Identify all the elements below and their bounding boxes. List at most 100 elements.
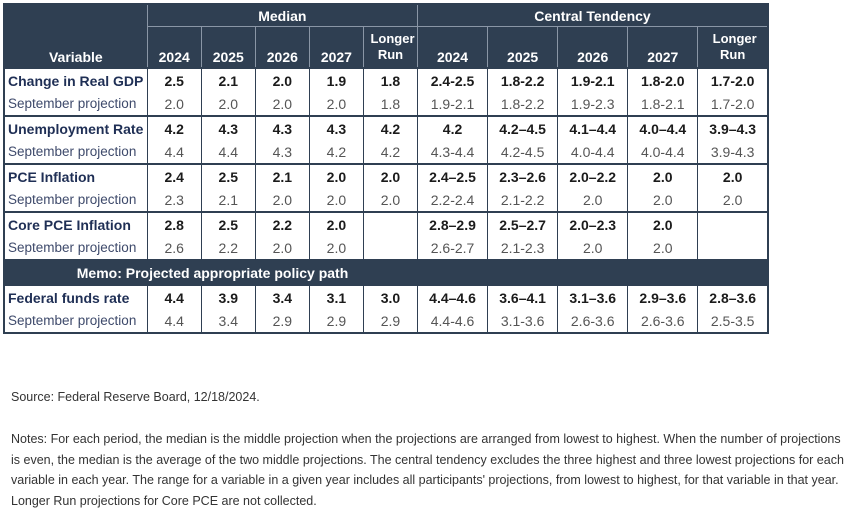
median-value-cell: 2.0 [255,92,310,116]
median-value-cell: 4.2 [363,115,419,140]
central-tendency-cell: 2.3–2.6 [487,163,559,188]
central-tendency-cell: 1.8-2.0 [627,67,699,92]
september-projection-row: September projection 4.4 3.4 2.9 2.9 2.9 4.4-4… [4,309,769,333]
central-tendency-cell: 4.2 [417,115,489,140]
central-tendency-cell: 3.6–4.1 [487,284,559,309]
central-tendency-cell: 2.0 [627,163,699,188]
variable-row: Federal funds rate 4.4 3.9 3.4 3.1 3.0 4.4–4.6… [4,284,769,309]
median-value-cell: 4.4 [147,140,202,164]
central-tendency-cell: 3.9-4.3 [697,140,769,164]
central-year-header: 2025 [487,26,559,68]
central-tendency-cell: 3.9–4.3 [697,115,769,140]
central-tendency-cell: 2.4-2.5 [417,67,489,92]
median-value-cell: 3.9 [201,284,256,309]
central-tendency-cell: 2.2-2.4 [417,188,489,212]
median-value-cell: 3.4 [201,309,256,333]
central-tendency-cell: 1.8-2.2 [487,67,559,92]
median-value-cell: 4.3 [309,115,364,140]
central-tendency-cell: 2.1-2.3 [487,236,559,260]
median-value-cell: 3.4 [255,284,310,309]
central-tendency-cell: 2.8–3.6 [697,284,769,309]
notes-paragraph: Notes: For each period, the median is th… [11,432,844,508]
central-year-header: 2024 [417,26,489,68]
median-value-cell: 4.3 [255,115,310,140]
central-tendency-cell: 4.2-4.5 [487,140,559,164]
variable-row: PCE Inflation 2.4 2.5 2.1 2.0 2.0 2.4–2.5 2.3–2… [4,163,769,188]
longer-run-label: Longer Run [712,31,757,62]
longer-run-label: Longer Run [370,31,415,62]
central-tendency-cell: 2.0–2.3 [557,211,629,236]
central-tendency-cell: 2.5-3.5 [697,309,769,333]
median-value-cell: 2.0 [363,188,419,212]
median-value-cell: 4.4 [201,140,256,164]
median-value-cell: 2.0 [255,67,310,92]
median-value-cell: 2.0 [309,92,364,116]
central-tendency-cell: 1.9-2.1 [417,92,489,116]
central-tendency-cell: 2.0 [627,236,699,260]
median-value-cell: 2.1 [201,67,256,92]
central-tendency-cell: 2.0 [697,163,769,188]
median-value-cell: 4.3 [201,115,256,140]
central-tendency-cell: 1.7-2.0 [697,92,769,116]
central-tendency-cell: 4.2–4.5 [487,115,559,140]
median-value-cell: 4.4 [147,309,202,333]
projections-table: Variable Median Central Tendency 2024 20… [3,3,769,334]
central-tendency-cell: 2.0 [557,188,629,212]
september-projection-label: September projection [4,188,148,212]
central-tendency-cell: 2.4–2.5 [417,163,489,188]
median-value-cell: 4.2 [309,140,364,164]
median-value-cell: 2.5 [147,67,202,92]
median-value-cell: 2.0 [363,163,419,188]
central-tendency-cell: 2.0 [627,211,699,236]
variable-label: Federal funds rate [4,284,148,309]
central-tendency-cell: 2.0 [697,188,769,212]
median-value-cell: 2.2 [201,236,256,260]
central-tendency-cell: 2.0 [627,188,699,212]
median-value-cell [363,236,419,260]
memo-spacer [417,259,769,285]
median-value-cell: 2.0 [309,163,364,188]
variable-label: PCE Inflation [4,163,148,188]
variable-row: Change in Real GDP 2.5 2.1 2.0 1.9 1.8 2.4-2.5… [4,67,769,92]
median-value-cell: 2.5 [201,163,256,188]
median-value-cell: 3.0 [363,284,419,309]
median-value-cell [363,211,419,236]
median-value-cell: 4.2 [147,115,202,140]
variable-label: Change in Real GDP [4,67,148,92]
central-tendency-cell [697,236,769,260]
median-value-cell: 2.1 [255,163,310,188]
variable-row: Core PCE Inflation 2.8 2.5 2.2 2.0 2.8–2.9 2.5… [4,211,769,236]
central-tendency-cell: 2.9–3.6 [627,284,699,309]
policy-rows: Federal funds rate 4.4 3.9 3.4 3.1 3.0 4.4–4.6… [4,284,769,333]
variable-header: Variable [4,4,148,68]
central-tendency-cell: 2.6-3.6 [557,309,629,333]
median-group-header: Median [147,4,419,27]
year-header-row: 2024 2025 2026 2027 Longer Run 2024 2025… [4,26,769,68]
median-value-cell: 2.0 [309,211,364,236]
median-value-cell: 2.0 [201,92,256,116]
central-tendency-group-header: Central Tendency [417,4,769,27]
median-value-cell: 2.6 [147,236,202,260]
memo-section: Memo: Projected appropriate policy path [4,259,769,285]
central-tendency-cell: 4.0-4.4 [557,140,629,164]
median-year-header: 2024 [147,26,202,68]
central-tendency-cell: 3.1-3.6 [487,309,559,333]
median-value-cell: 2.9 [309,309,364,333]
median-value-cell: 2.0 [255,188,310,212]
median-value-cell: 2.1 [201,188,256,212]
median-value-cell: 2.3 [147,188,202,212]
source-note: Source: Federal Reserve Board, 12/18/202… [11,390,260,404]
central-tendency-cell: 2.6-2.7 [417,236,489,260]
median-value-cell: 2.8 [147,211,202,236]
september-projection-label: September projection [4,140,148,164]
september-projection-row: September projection 2.6 2.2 2.0 2.0 2.6-2.7 2… [4,236,769,260]
median-value-cell: 2.5 [201,211,256,236]
central-tendency-cell: 1.9-2.3 [557,92,629,116]
september-projection-row: September projection 2.0 2.0 2.0 2.0 1.8 1.9-2… [4,92,769,116]
central-tendency-cell: 4.0–4.4 [627,115,699,140]
central-tendency-cell: 2.1-2.2 [487,188,559,212]
median-year-header: 2027 [309,26,364,68]
central-tendency-cell: 3.1–3.6 [557,284,629,309]
median-year-header: 2026 [255,26,310,68]
central-tendency-cell [697,211,769,236]
